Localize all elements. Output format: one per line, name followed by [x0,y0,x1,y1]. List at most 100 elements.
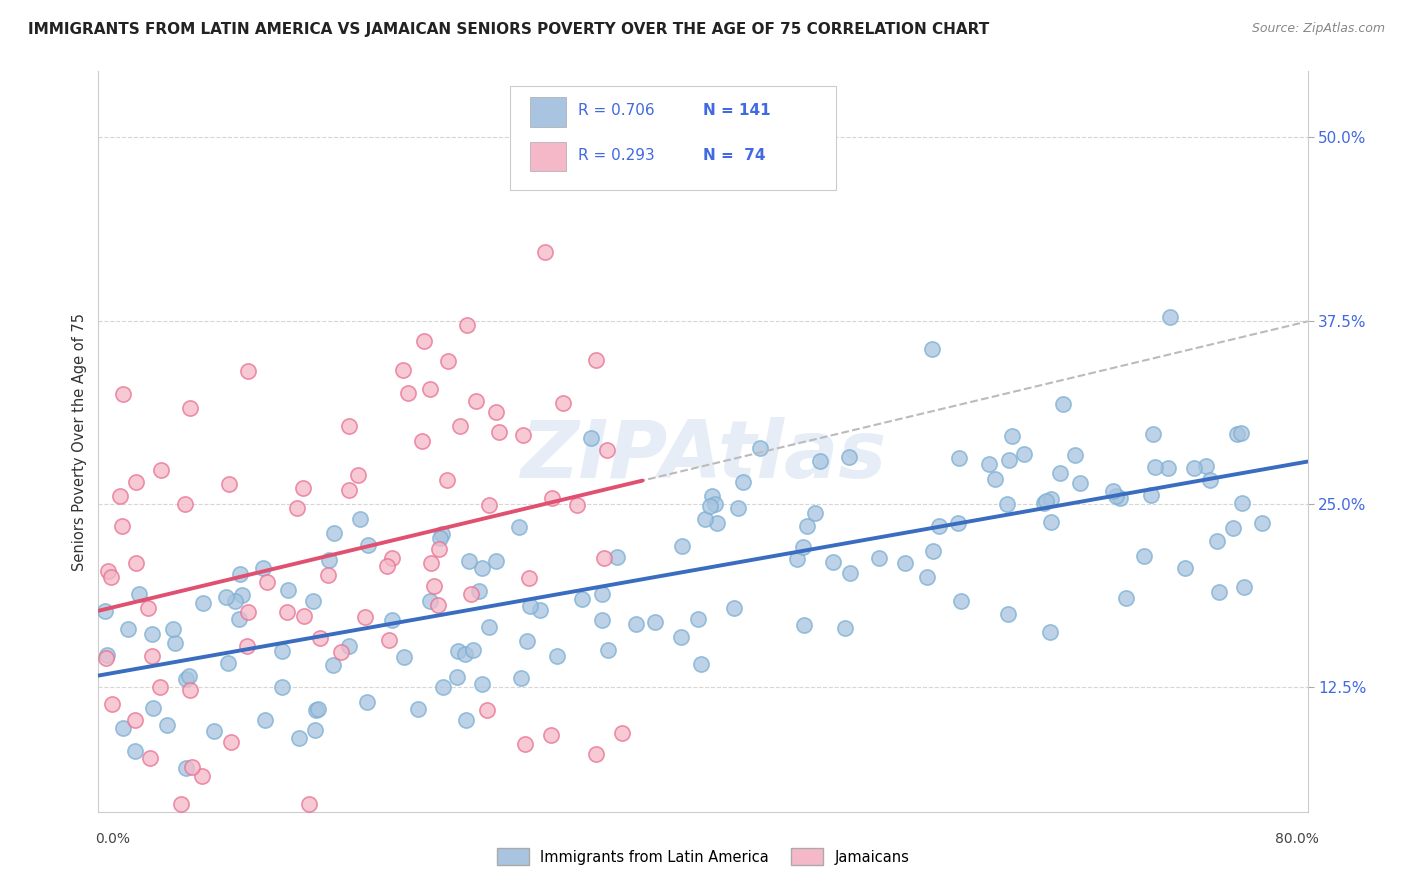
Point [749,441,772,455]
Point [478,498,501,512]
Point [869,550,891,565]
Point [1108,491,1130,505]
Point [256,574,278,589]
Point [170,797,193,812]
Point [1052,397,1074,411]
Point [304,723,326,737]
Point [1139,488,1161,502]
Point [288,731,311,745]
Point [408,701,430,715]
Point [540,491,562,505]
Point [392,362,415,376]
Point [465,393,488,408]
Point [347,468,370,483]
Point [1115,591,1137,606]
Point [516,634,538,648]
Point [285,501,308,516]
Point [111,387,134,401]
Point [1251,516,1274,530]
Text: 80.0%: 80.0% [1275,832,1319,846]
Point [460,587,482,601]
Point [839,566,862,580]
Point [488,425,510,440]
Point [271,681,294,695]
Point [1133,549,1156,563]
Text: 0.0%: 0.0% [96,832,131,846]
Point [700,489,723,503]
Point [551,396,574,410]
Point [699,499,721,513]
Point [456,318,478,333]
Point [477,703,499,717]
Point [519,599,541,613]
Point [998,453,1021,467]
Point [392,650,415,665]
Point [176,761,198,775]
Point [1143,460,1166,475]
Point [454,714,477,728]
Point [162,622,184,636]
Point [124,713,146,727]
Point [571,592,593,607]
Point [427,598,450,612]
Point [540,728,562,742]
Point [356,695,378,709]
Point [591,613,613,627]
Point [669,630,692,644]
Point [485,554,508,568]
Point [125,556,148,570]
Point [291,481,314,495]
Point [454,647,477,661]
Legend: Immigrants from Latin America, Jamaicans: Immigrants from Latin America, Jamaicans [491,843,915,871]
Point [1199,473,1222,487]
Text: ZIPAtlas: ZIPAtlas [520,417,886,495]
Point [202,724,225,739]
Point [429,531,451,545]
Point [1033,496,1056,510]
Point [396,386,419,401]
Point [305,703,328,717]
Point [100,569,122,583]
Point [174,672,197,686]
Point [179,682,201,697]
Point [1040,515,1063,529]
Point [418,382,440,396]
Point [142,700,165,714]
Point [463,642,485,657]
Point [808,453,831,467]
Point [596,643,619,657]
Point [946,516,969,530]
Point [644,615,666,629]
Point [381,550,404,565]
Point [318,553,340,567]
Point [1064,448,1087,462]
Point [512,428,534,442]
Point [1035,494,1057,508]
Point [353,610,375,624]
Point [252,561,274,575]
Point [349,512,371,526]
Point [592,551,614,566]
Point [997,607,1019,622]
Point [596,443,619,458]
Point [995,497,1018,511]
Point [430,527,453,541]
Point [253,713,276,727]
Point [191,596,214,610]
Point [236,364,259,378]
Point [471,677,494,691]
Point [381,613,404,627]
Point [1208,585,1230,599]
Bar [530,142,567,171]
Point [125,475,148,489]
Point [1206,534,1229,549]
Point [1012,447,1035,461]
Point [1049,467,1071,481]
Point [316,568,339,582]
Point [803,506,825,520]
Point [529,603,551,617]
Point [579,431,602,445]
Point [534,245,557,260]
Point [1222,521,1244,535]
Point [894,556,917,570]
